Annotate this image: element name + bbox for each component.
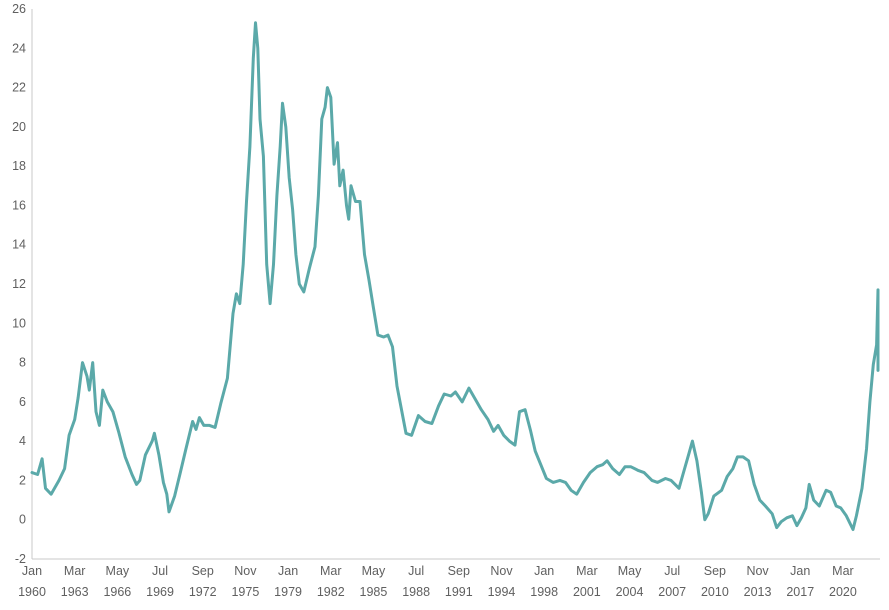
x-tick-label-year: 1969 <box>146 585 174 599</box>
x-tick-label-month: May <box>106 564 130 578</box>
x-tick-label-month: Jul <box>664 564 680 578</box>
x-tick-label-year: 1985 <box>360 585 388 599</box>
x-tick-label-year: 2020 <box>829 585 857 599</box>
x-tick-label-year: 1991 <box>445 585 473 599</box>
x-tick-label-month: Sep <box>192 564 214 578</box>
x-tick-label-month: Nov <box>490 564 513 578</box>
x-tick-label-year: 1963 <box>61 585 89 599</box>
x-tick-label-month: Mar <box>832 564 854 578</box>
x-tick-label-month: Jul <box>408 564 424 578</box>
x-tick-label-month: Nov <box>746 564 769 578</box>
x-tick-label-year: 1972 <box>189 585 217 599</box>
x-tick-label-year: 1979 <box>274 585 302 599</box>
x-tick-label-year: 2013 <box>744 585 772 599</box>
y-tick-label: 26 <box>12 2 26 16</box>
x-tick-label-month: Mar <box>320 564 342 578</box>
x-tick-label-month: Mar <box>64 564 86 578</box>
y-tick-label: 8 <box>19 356 26 370</box>
x-tick-label-month: May <box>362 564 386 578</box>
y-tick-label: -2 <box>15 552 26 566</box>
x-tick-label-month: Mar <box>576 564 598 578</box>
x-tick-label-month: Jan <box>22 564 42 578</box>
y-tick-label: 20 <box>12 120 26 134</box>
y-tick-label: 6 <box>19 395 26 409</box>
x-tick-label-month: May <box>618 564 642 578</box>
x-tick-label-month: Jul <box>152 564 168 578</box>
y-tick-label: 4 <box>19 434 26 448</box>
x-tick-label-month: Sep <box>448 564 470 578</box>
x-axis-ticks: Jan 1960 Mar 1963 May 1966 Jul 1969 Sep 1972 Nov 19… <box>18 564 857 599</box>
x-tick-label-year: 1994 <box>488 585 516 599</box>
x-tick-label-month: Jan <box>534 564 554 578</box>
x-tick-label-year: 1960 <box>18 585 46 599</box>
x-tick-label-month: Jan <box>278 564 298 578</box>
x-tick-label-year: 1975 <box>231 585 259 599</box>
x-tick-label-year: 1966 <box>103 585 131 599</box>
y-tick-label: 24 <box>12 41 26 55</box>
y-tick-label: 22 <box>12 81 26 95</box>
y-tick-label: 10 <box>12 316 26 330</box>
x-tick-label-month: Jan <box>790 564 810 578</box>
x-tick-label-year: 2010 <box>701 585 729 599</box>
x-tick-label-year: 2007 <box>658 585 686 599</box>
x-tick-label-year: 1998 <box>530 585 558 599</box>
y-tick-label: 16 <box>12 198 26 212</box>
x-tick-label-year: 2001 <box>573 585 601 599</box>
series-line <box>30 21 880 531</box>
y-tick-label: 2 <box>19 473 26 487</box>
x-tick-label-year: 1988 <box>402 585 430 599</box>
y-tick-label: 18 <box>12 159 26 173</box>
x-tick-label-year: 1982 <box>317 585 345 599</box>
x-tick-label-month: Sep <box>704 564 726 578</box>
x-tick-label-year: 2017 <box>786 585 814 599</box>
y-tick-label: 0 <box>19 513 26 527</box>
y-tick-label: 14 <box>12 238 26 252</box>
x-tick-label-month: Nov <box>234 564 257 578</box>
x-tick-label-year: 2004 <box>616 585 644 599</box>
y-tick-label: 12 <box>12 277 26 291</box>
